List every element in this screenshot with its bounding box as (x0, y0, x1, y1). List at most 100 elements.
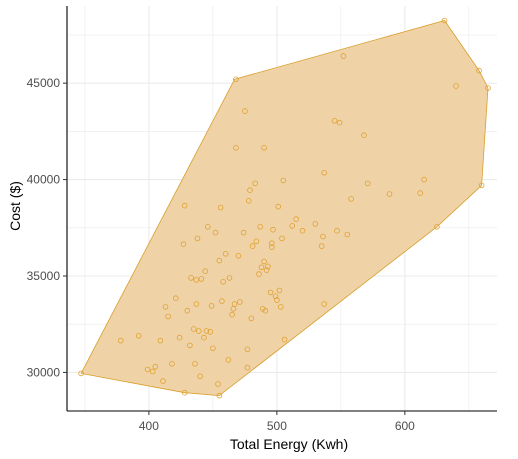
data-point (169, 360, 175, 367)
data-point (184, 307, 191, 314)
data-point (194, 235, 201, 242)
data-point (188, 275, 194, 281)
data-point (417, 190, 424, 196)
data-point (231, 301, 238, 307)
data-point (256, 271, 262, 277)
data-point (476, 67, 482, 74)
data-point (386, 191, 393, 197)
data-point (192, 360, 198, 367)
data-point (245, 198, 252, 204)
data-point (144, 366, 151, 373)
data-point (212, 229, 219, 236)
data-point (263, 267, 270, 274)
data-point (312, 221, 319, 227)
data-point (215, 381, 221, 387)
data-point (118, 337, 124, 344)
x-tick-label: 600 (395, 419, 415, 433)
data-point (478, 182, 485, 189)
data-point (181, 202, 188, 209)
data-point (193, 277, 200, 283)
data-point (281, 336, 288, 343)
data-point (193, 301, 200, 307)
data-point (268, 240, 275, 247)
data-point (336, 119, 343, 126)
data-point (220, 278, 226, 285)
data-point (321, 301, 328, 307)
data-point (237, 299, 243, 305)
data-point (233, 145, 239, 151)
data-point (334, 227, 340, 234)
x-tick-label: 500 (267, 419, 287, 433)
data-point (265, 263, 271, 270)
data-point (173, 295, 179, 302)
data-point (276, 287, 283, 294)
hull-polygon (80, 20, 489, 397)
data-point (149, 368, 156, 375)
data-point (275, 203, 282, 210)
data-point (279, 235, 285, 242)
y-tick-label: 35000 (27, 269, 61, 283)
data-point (208, 303, 215, 309)
data-point (252, 180, 258, 187)
data-point (320, 233, 326, 240)
x-axis-title: Total Energy (Kwh) (230, 436, 348, 452)
data-point (180, 241, 187, 248)
data-point (229, 311, 235, 318)
data-point (244, 364, 251, 371)
data-point (135, 332, 142, 339)
data-point (242, 108, 248, 114)
data-point (248, 315, 255, 322)
data-point (190, 326, 197, 332)
data-point (340, 53, 347, 59)
data-point (210, 345, 216, 352)
data-point (165, 313, 171, 320)
data-point (261, 258, 267, 265)
data-point (364, 180, 371, 187)
data-point (187, 342, 193, 349)
data-point (344, 231, 351, 238)
data-point (274, 297, 280, 303)
data-point (257, 224, 264, 230)
data-point (235, 253, 242, 259)
x-tick-label: 400 (139, 419, 159, 433)
data-point (262, 307, 269, 314)
data-point (348, 196, 354, 202)
data-point (201, 334, 207, 341)
data-point (203, 328, 210, 334)
data-point (205, 224, 211, 230)
y-tick-label: 40000 (27, 173, 61, 187)
data-point (216, 392, 223, 399)
data-point (157, 337, 164, 344)
data-point (233, 76, 239, 83)
data-point (216, 257, 223, 264)
data-point (272, 293, 279, 300)
data-point (321, 170, 328, 176)
data-point (253, 238, 260, 245)
data-point (289, 223, 296, 229)
data-point (198, 276, 205, 282)
data-point (217, 204, 224, 211)
data-point (202, 268, 209, 275)
data-point (197, 373, 203, 380)
data-point (176, 334, 183, 341)
data-point (421, 176, 427, 183)
data-point (441, 17, 448, 24)
data-point (240, 229, 247, 236)
data-point (244, 346, 251, 353)
data-point (196, 328, 202, 334)
data-point (280, 177, 287, 184)
data-point (162, 304, 169, 310)
data-point (222, 251, 229, 257)
data-point (270, 226, 276, 233)
data-point (318, 243, 325, 249)
data-points (78, 17, 491, 399)
data-point (361, 132, 367, 139)
data-point (268, 244, 275, 250)
data-point (299, 227, 306, 234)
data-point (78, 370, 84, 377)
data-point (225, 357, 232, 363)
data-point (247, 187, 253, 194)
data-point (434, 224, 440, 230)
